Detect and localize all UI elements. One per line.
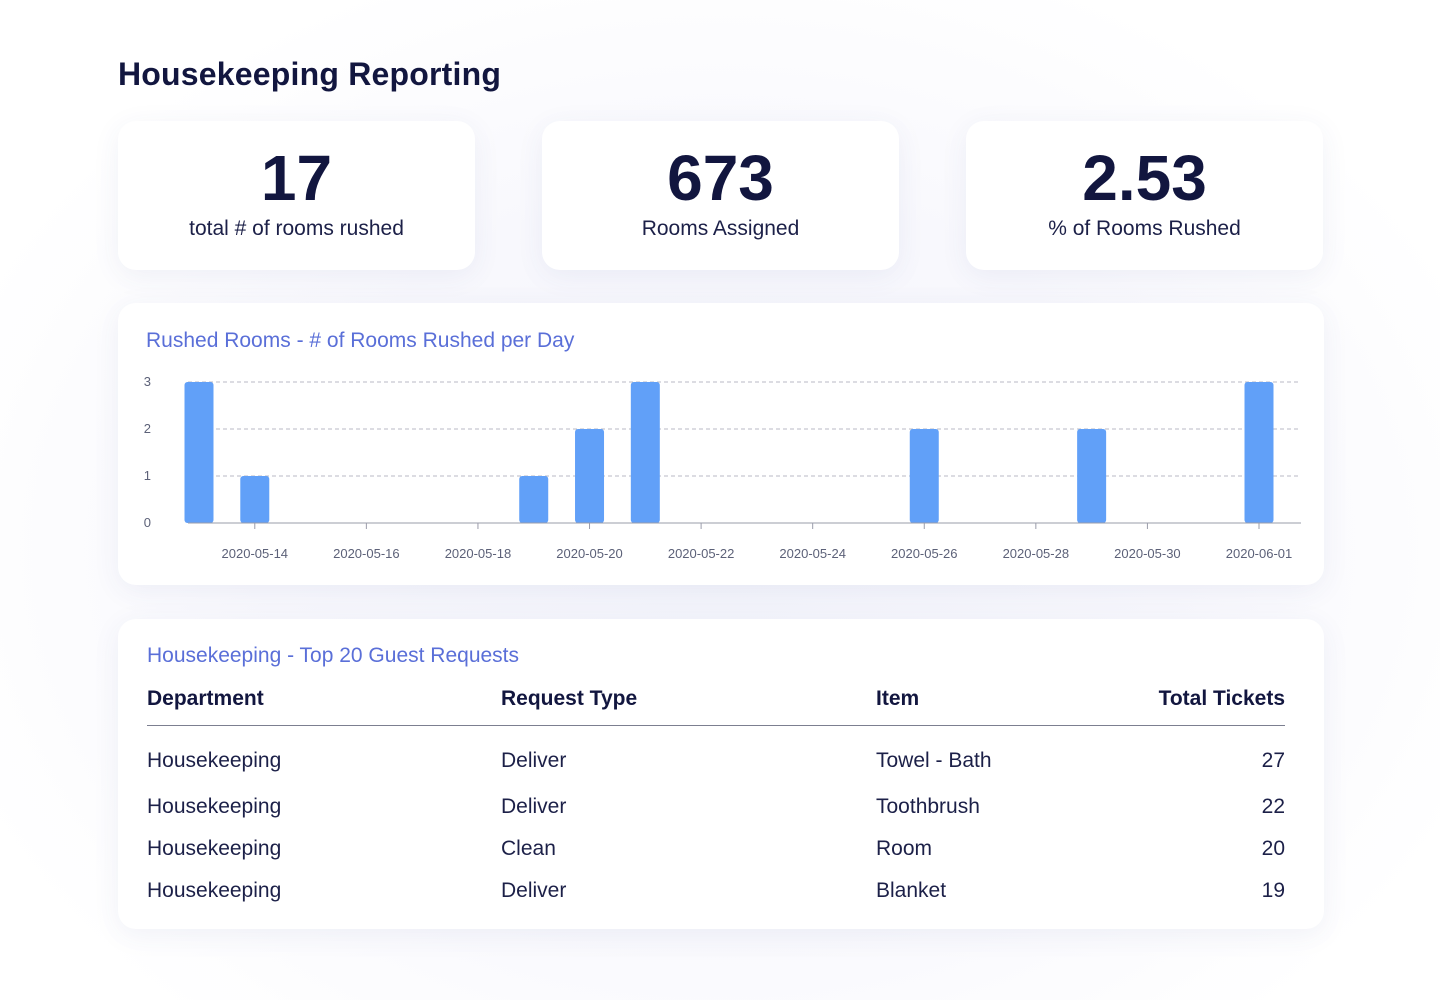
table-row: Housekeeping Deliver Blanket 19 bbox=[147, 870, 1285, 912]
cell-total-tickets: 22 bbox=[1261, 795, 1285, 818]
cell-item: Towel - Bath bbox=[876, 749, 992, 772]
bar-2020-06-01 bbox=[1244, 382, 1274, 523]
x-tick-label: 2020-05-16 bbox=[333, 546, 400, 561]
cell-request-type: Clean bbox=[501, 837, 556, 860]
cell-department: Housekeeping bbox=[147, 837, 282, 860]
y-tick-label: 0 bbox=[144, 515, 151, 530]
cell-item: Room bbox=[876, 837, 933, 860]
table-row: Housekeeping Clean Room 20 bbox=[147, 828, 1285, 870]
x-tick-label: 2020-05-18 bbox=[445, 546, 512, 561]
rushed-rooms-chart: 0 1 2 3 2020-05-14 2020-05-16 2020-05-18 2020-0… bbox=[144, 374, 1301, 561]
bar-2020-05-13 bbox=[184, 382, 214, 523]
table-header-row: Department Request Type Item Total Ticke… bbox=[147, 687, 1285, 726]
x-tick-label: 2020-05-26 bbox=[891, 546, 958, 561]
x-tick-label: 2020-05-22 bbox=[668, 546, 735, 561]
kpi-card-rooms-rushed: 17 total # of rooms rushed bbox=[118, 121, 475, 270]
x-tick-label: 2020-05-24 bbox=[779, 546, 846, 561]
page-title: Housekeeping Reporting bbox=[118, 56, 502, 92]
column-header-department[interactable]: Department bbox=[147, 687, 501, 726]
table-title: Housekeeping - Top 20 Guest Requests bbox=[147, 644, 520, 667]
cell-item: Blanket bbox=[876, 879, 947, 902]
column-header-request-type[interactable]: Request Type bbox=[501, 687, 876, 726]
x-tick-label: 2020-05-30 bbox=[1114, 546, 1181, 561]
table-row: Housekeeping Deliver Towel - Bath 27 bbox=[147, 726, 1285, 787]
column-header-total-tickets[interactable]: Total Tickets bbox=[1126, 687, 1285, 726]
x-tick-label: 2020-06-01 bbox=[1226, 546, 1293, 561]
column-header-item[interactable]: Item bbox=[876, 687, 1126, 726]
y-tick-label: 3 bbox=[144, 374, 151, 389]
cell-item: Toothbrush bbox=[876, 795, 980, 818]
kpi-label: total # of rooms rushed bbox=[189, 217, 404, 240]
y-tick-label: 1 bbox=[144, 468, 151, 483]
rushed-rooms-chart-card: Rushed Rooms - # of Rooms Rushed per Day… bbox=[118, 303, 1324, 585]
x-tick-label: 2020-05-14 bbox=[222, 546, 289, 561]
kpi-value: 673 bbox=[667, 142, 774, 214]
x-tick-label: 2020-05-20 bbox=[556, 546, 623, 561]
bar-2020-05-14 bbox=[240, 476, 270, 523]
cell-department: Housekeeping bbox=[147, 749, 282, 772]
kpi-value: 2.53 bbox=[1082, 142, 1207, 214]
table-row: Housekeeping Deliver Toothbrush 22 bbox=[147, 786, 1285, 828]
cell-request-type: Deliver bbox=[501, 795, 567, 818]
bar-2020-05-19 bbox=[519, 476, 549, 523]
cell-total-tickets: 27 bbox=[1261, 749, 1285, 772]
kpi-card-rooms-assigned: 673 Rooms Assigned bbox=[542, 121, 899, 270]
cell-request-type: Deliver bbox=[501, 749, 567, 772]
kpi-card-percent-rushed: 2.53 % of Rooms Rushed bbox=[966, 121, 1323, 270]
bar-2020-05-21 bbox=[630, 382, 660, 523]
guest-requests-card: Housekeeping - Top 20 Guest Requests Dep… bbox=[118, 619, 1324, 929]
cell-department: Housekeeping bbox=[147, 795, 282, 818]
cell-total-tickets: 20 bbox=[1261, 837, 1285, 860]
chart-title: Rushed Rooms - # of Rooms Rushed per Day bbox=[146, 329, 575, 352]
cell-request-type: Deliver bbox=[501, 879, 567, 902]
cell-total-tickets: 19 bbox=[1261, 879, 1285, 902]
bar-2020-05-26 bbox=[909, 429, 939, 523]
kpi-label: Rooms Assigned bbox=[641, 217, 800, 240]
bar-2020-05-20 bbox=[575, 429, 605, 523]
kpi-value: 17 bbox=[260, 142, 333, 214]
cell-department: Housekeeping bbox=[147, 879, 282, 902]
kpi-label: % of Rooms Rushed bbox=[1048, 217, 1241, 240]
x-tick-label: 2020-05-28 bbox=[1003, 546, 1069, 561]
guest-requests-table: Department Request Type Item Total Ticke… bbox=[147, 687, 1285, 912]
bar-2020-05-29 bbox=[1077, 429, 1107, 523]
y-tick-label: 2 bbox=[144, 421, 151, 436]
